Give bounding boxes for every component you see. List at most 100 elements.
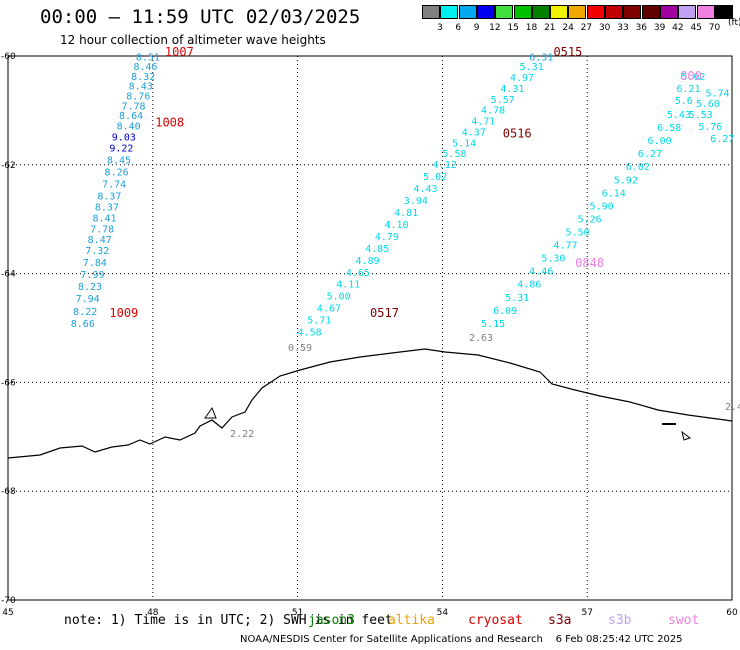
colorbar-tick-label: 27 [580, 23, 593, 33]
wave-height-point: 5.50 [565, 228, 589, 239]
x-tick-label: 51 [292, 608, 303, 618]
colorbar-swatch [440, 5, 459, 19]
wave-height-point: 4.89 [356, 256, 380, 267]
wave-height-point: 6.27 [710, 134, 734, 145]
wave-height-point: 5.6 [675, 96, 693, 107]
colorbar-swatch [513, 5, 532, 19]
wave-height-point: 4.10 [384, 220, 408, 231]
wave-height-point: 5.43 [667, 110, 691, 121]
colorbar-swatch [476, 5, 495, 19]
wave-height-point: 5.14 [452, 138, 476, 149]
x-tick-label: 45 [2, 608, 13, 618]
wave-height-point: 4.85 [365, 244, 389, 255]
colorbar-swatch [678, 5, 697, 19]
units-note: note: 1) Time is in UTC; 2) SWH is in fe… [64, 613, 393, 628]
wave-height-point: 8.76 [126, 92, 150, 103]
colorbar-swatch [623, 5, 642, 19]
x-tick-label: 48 [147, 608, 159, 618]
pass-time-label: 0515 [553, 45, 582, 59]
footer-timestamp: 6 Feb 08:25:42 UTC 2025 [555, 634, 683, 645]
y-tick-label: -60 [1, 52, 16, 62]
wave-height-point: 5.30 [541, 254, 565, 265]
colorbar-swatch [495, 5, 514, 19]
edge-value-label: 2.4 [725, 402, 740, 413]
wave-height-point: 7.99 [80, 270, 104, 281]
wave-height-point: 7.74 [102, 180, 126, 191]
colorbar-tick-label: 39 [653, 23, 666, 33]
colorbar-tick-label: 30 [598, 23, 611, 33]
wave-height-point: 4.78 [481, 106, 505, 117]
wave-height-point: 5.00 [327, 292, 351, 303]
wave-height-point: 4.31 [500, 84, 524, 95]
colorbar-swatch [568, 5, 587, 19]
wave-height-point: 5.90 [590, 201, 614, 212]
colorbar-tick-label: 24 [562, 23, 574, 33]
colorbar-tick-label: 42 [672, 23, 684, 33]
wave-height-point: 2.63 [469, 333, 493, 344]
wave-height-point: 5.26 [578, 214, 602, 225]
colorbar-swatch [641, 5, 660, 19]
wave-height-point: 4.97 [510, 73, 534, 84]
wave-height-point: 9.03 [112, 132, 136, 143]
satellite-label: s3b [608, 613, 632, 628]
wave-height-point: 4.67 [317, 304, 341, 315]
x-tick-label: 60 [726, 608, 738, 618]
wave-height-point: 6.27 [638, 149, 662, 160]
wave-height-point: 6.21 [677, 84, 701, 95]
wave-height-point: 8.51 [136, 52, 160, 63]
colorbar-tick-label: 70 [708, 23, 721, 33]
wave-height-point: 4.77 [553, 241, 577, 252]
pass-time-label: 0517 [370, 306, 399, 320]
wave-height-point: 4.43 [413, 184, 437, 195]
wave-height-point: 0.59 [288, 343, 312, 354]
y-tick-label: -66 [1, 378, 16, 388]
wave-height-point: 4.58 [298, 328, 322, 339]
wave-height-point: 8.37 [97, 192, 121, 203]
coastline-island [681, 430, 692, 441]
wave-height-point: 6.58 [657, 123, 681, 134]
colorbar-swatch [550, 5, 569, 19]
wave-height-point: 5.62 [681, 72, 705, 83]
wave-height-point: 4.79 [375, 232, 399, 243]
colorbar-tick-label: 36 [635, 23, 648, 33]
wave-height-point: 8.37 [95, 202, 119, 213]
wave-height-point: 2.22 [230, 429, 254, 440]
footer-credit: NOAA/NESDIS Center for Satellite Applica… [240, 634, 683, 645]
colorbar-tick-label: 18 [525, 23, 538, 33]
colorbar-tick-label: 21 [544, 23, 556, 33]
coastline [7, 348, 733, 459]
wave-height-point: 8.26 [105, 168, 129, 179]
colorbar-swatch [714, 5, 733, 19]
chart-subtitle: 12 hour collection of altimeter wave hei… [60, 33, 326, 47]
pass-time-label: 0516 [503, 127, 532, 141]
colorbar-swatch [531, 5, 550, 19]
satellite-label: s3a [548, 613, 572, 628]
wave-height-point: 5.02 [423, 172, 447, 183]
wave-height-point: 5.53 [689, 110, 713, 121]
wave-height-point: 6.02 [626, 162, 650, 173]
colorbar-swatch [696, 5, 715, 19]
wave-height-point: 5.60 [696, 99, 720, 110]
pass-time-label: 1008 [155, 116, 184, 130]
colorbar-tick-label: 45 [690, 23, 702, 33]
wave-height-point: 8.43 [129, 82, 153, 93]
x-tick-label: 57 [581, 608, 592, 618]
pass-time-label: 1007 [165, 45, 194, 59]
y-tick-label: -70 [1, 596, 16, 606]
colorbar-swatch [605, 5, 623, 19]
wave-height-point: 8.46 [134, 62, 158, 73]
colorbar-unit: (ft) [728, 18, 740, 28]
coastline-island [204, 406, 217, 419]
wave-height-point: 7.32 [85, 246, 109, 257]
wave-height-point: 8.32 [131, 72, 155, 83]
wave-height-point: 3.94 [404, 196, 428, 207]
wave-height-point: 5.57 [491, 95, 515, 106]
wave-height-point: 8.23 [78, 282, 102, 293]
wave-height-point: 9.22 [109, 144, 133, 155]
y-tick-label: -62 [1, 161, 16, 171]
wave-height-point: 8.66 [71, 319, 95, 330]
wave-height-point: 7.94 [76, 294, 100, 305]
wave-height-point: 4.86 [517, 280, 541, 291]
y-tick-label: -68 [1, 487, 16, 497]
